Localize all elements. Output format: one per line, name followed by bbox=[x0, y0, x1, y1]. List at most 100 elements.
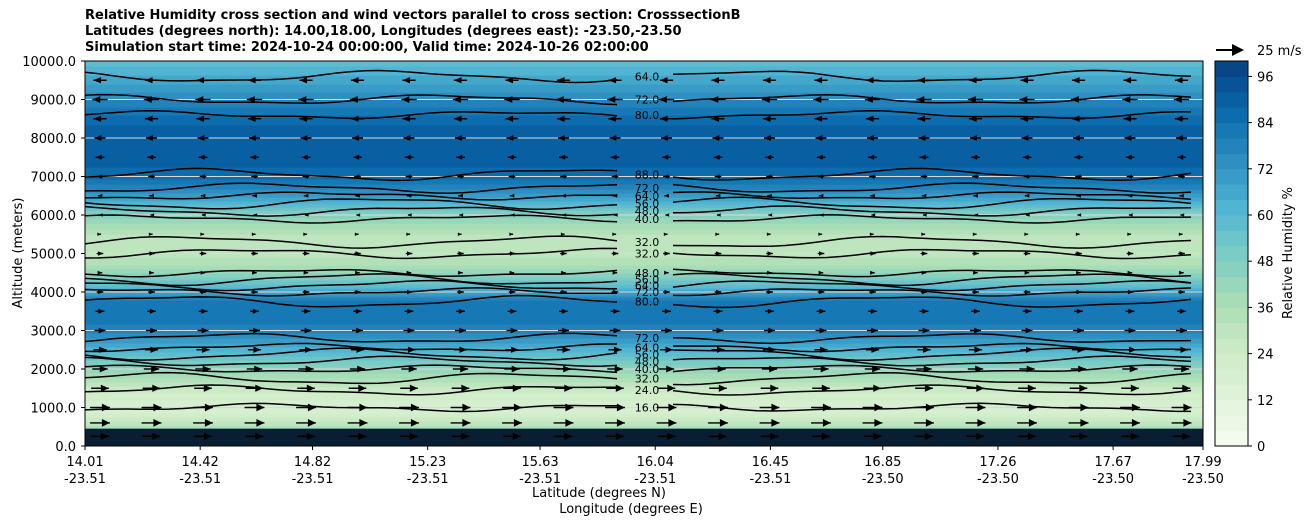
wind-vector-head bbox=[407, 308, 414, 314]
humidity-band bbox=[85, 239, 1203, 241]
humidity-band bbox=[85, 393, 1203, 395]
wind-vector-head bbox=[201, 308, 208, 314]
wind-vector-head bbox=[1128, 213, 1133, 217]
humidity-band bbox=[85, 92, 1203, 94]
colorbar-step bbox=[1215, 61, 1248, 77]
wind-vector-head bbox=[510, 346, 519, 353]
wind-vector-head bbox=[820, 365, 829, 373]
humidity-band bbox=[85, 299, 1203, 301]
humidity-band bbox=[85, 288, 1203, 290]
wind-vector-head bbox=[1130, 384, 1139, 392]
wind-vector-head bbox=[923, 365, 932, 373]
wind-vector-head bbox=[1183, 419, 1192, 427]
contour-label: 72.0 bbox=[635, 182, 660, 195]
humidity-band bbox=[85, 355, 1203, 357]
humidity-band bbox=[85, 80, 1203, 82]
humidity-band bbox=[85, 265, 1203, 267]
wind-vector-head bbox=[93, 115, 102, 122]
wind-vector-head bbox=[97, 232, 102, 237]
wind-vector-head bbox=[659, 115, 668, 122]
humidity-band bbox=[85, 269, 1203, 271]
x-tick-label-lon: -23.50 bbox=[977, 472, 1019, 487]
wind-vector-head bbox=[870, 270, 875, 275]
colorbar-tick-label: 72 bbox=[1257, 163, 1274, 178]
wind-vector-head bbox=[303, 289, 310, 295]
humidity-band bbox=[85, 101, 1203, 103]
colorbar-step bbox=[1215, 168, 1248, 185]
wind-vector-head bbox=[870, 289, 876, 295]
humidity-band bbox=[85, 297, 1203, 299]
contour-line bbox=[672, 69, 1192, 82]
wind-vector-head bbox=[924, 384, 933, 392]
wind-vector-head bbox=[150, 213, 155, 217]
humidity-band bbox=[85, 219, 1203, 221]
humidity-band bbox=[85, 296, 1203, 298]
wind-vector-head bbox=[408, 365, 417, 373]
wind-vector-head bbox=[1027, 432, 1036, 440]
humidity-band bbox=[85, 167, 1203, 169]
humidity-band bbox=[85, 217, 1203, 219]
humidity-band bbox=[85, 311, 1203, 313]
humidity-band bbox=[85, 201, 1203, 203]
humidity-band bbox=[85, 136, 1203, 138]
wind-vector-head bbox=[204, 419, 213, 427]
humidity-band bbox=[85, 336, 1203, 338]
humidity-band bbox=[85, 360, 1203, 362]
wind-vector-head bbox=[359, 419, 368, 427]
colorbar-step bbox=[1215, 338, 1248, 355]
wind-vector-head bbox=[251, 232, 256, 237]
wind-vector-head bbox=[1128, 327, 1136, 334]
wind-vector-head bbox=[509, 251, 516, 256]
wind-vector-head bbox=[406, 193, 412, 198]
humidity-band bbox=[85, 175, 1203, 177]
x-tick-label-lat: 16.04 bbox=[637, 455, 674, 470]
humidity-band bbox=[85, 367, 1203, 369]
wind-vector-head bbox=[561, 251, 567, 256]
wind-vector-head bbox=[1073, 135, 1080, 141]
humidity-band bbox=[85, 75, 1203, 77]
humidity-band bbox=[85, 208, 1203, 210]
wind-vector-head bbox=[560, 232, 565, 237]
wind-vector-head bbox=[661, 135, 668, 141]
wind-vector-head bbox=[558, 135, 565, 141]
humidity-band bbox=[85, 191, 1203, 193]
wind-vector-head bbox=[564, 384, 573, 392]
wind-vector-head bbox=[204, 403, 213, 412]
contour-line bbox=[85, 247, 618, 260]
wind-vector-head bbox=[153, 419, 162, 427]
humidity-band bbox=[85, 107, 1203, 109]
colorbar-tick-label: 84 bbox=[1257, 117, 1274, 132]
humidity-band bbox=[85, 231, 1203, 233]
wind-vector-head bbox=[1076, 193, 1081, 198]
humidity-band bbox=[85, 252, 1203, 254]
wind-vector-head bbox=[1078, 365, 1087, 373]
colorbar-step bbox=[1215, 184, 1248, 201]
wind-vector-head bbox=[355, 308, 362, 314]
humidity-band bbox=[85, 332, 1203, 334]
humidity-band bbox=[85, 120, 1203, 122]
wind-vector-head bbox=[512, 432, 521, 440]
humidity-band bbox=[85, 301, 1203, 303]
contour-line bbox=[85, 287, 618, 297]
humidity-band bbox=[85, 365, 1203, 367]
wind-vector-head bbox=[1123, 115, 1132, 122]
wind-vector-head bbox=[149, 289, 155, 295]
contour-line bbox=[672, 296, 1192, 309]
contour-line bbox=[85, 355, 618, 367]
humidity-band bbox=[85, 125, 1203, 127]
humidity-band bbox=[85, 254, 1203, 256]
humidity-band bbox=[85, 315, 1203, 317]
contour-line bbox=[672, 110, 1191, 120]
humidity-band bbox=[85, 382, 1203, 384]
wind-vector-head bbox=[719, 419, 728, 427]
wind-vector-head bbox=[561, 193, 566, 198]
colorbar-label: Relative Humidity % bbox=[1281, 187, 1296, 319]
humidity-band bbox=[85, 424, 1203, 426]
wind-vector-head bbox=[452, 96, 461, 103]
humidity-band bbox=[85, 205, 1203, 207]
x-tick-label-lat: 17.67 bbox=[1095, 455, 1132, 470]
humidity-band bbox=[85, 199, 1203, 201]
wind-vector-head bbox=[458, 289, 464, 295]
contour-label: 32.0 bbox=[635, 248, 660, 261]
humidity-band bbox=[85, 198, 1203, 200]
